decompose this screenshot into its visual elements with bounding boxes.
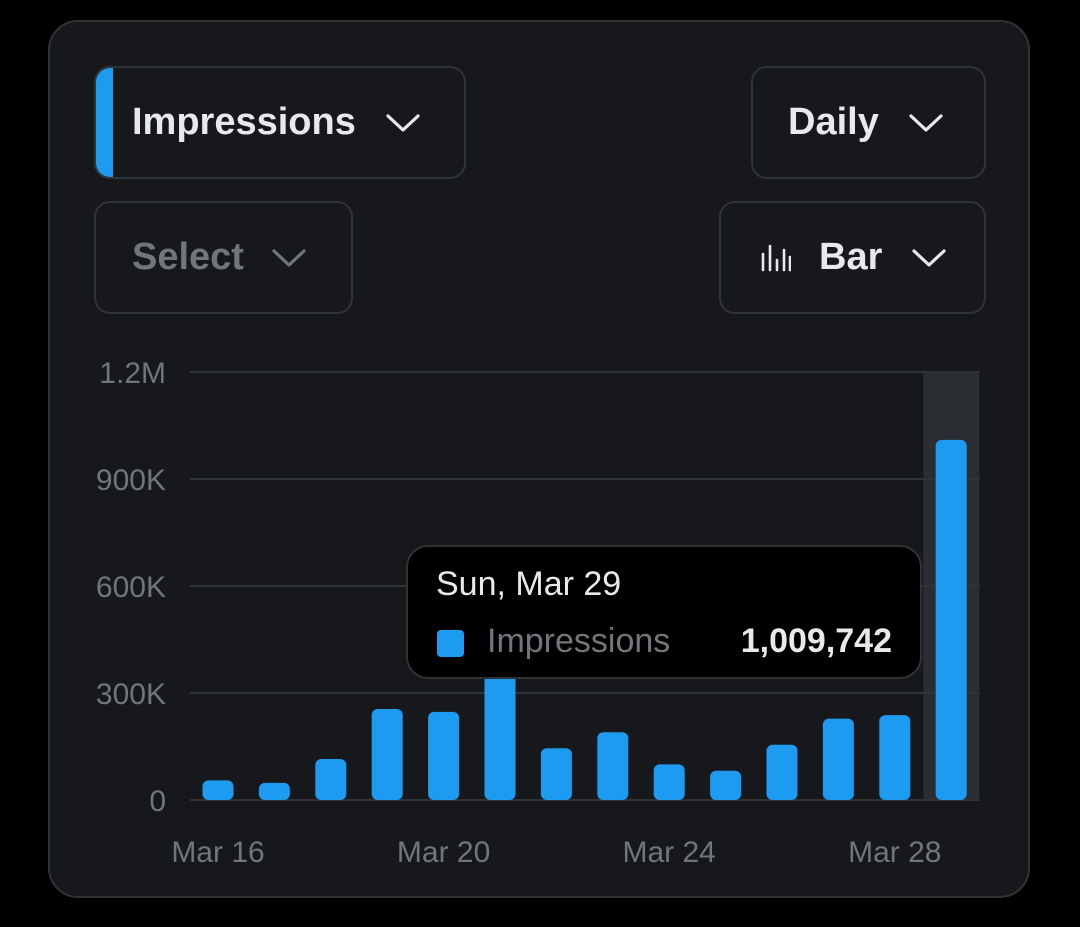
bar bbox=[653, 764, 685, 800]
x-tick-label: Mar 24 bbox=[623, 836, 716, 869]
bar bbox=[258, 782, 290, 800]
period-dropdown-label: Daily bbox=[788, 101, 879, 143]
x-tick-label: Mar 28 bbox=[848, 836, 941, 869]
y-tick-label: 600K bbox=[96, 571, 166, 604]
compare-dropdown-label: Select bbox=[132, 236, 244, 278]
metric-color-indicator bbox=[96, 68, 113, 177]
chevron-down-icon bbox=[912, 248, 946, 268]
tooltip-series-swatch bbox=[437, 630, 464, 657]
bar bbox=[540, 748, 572, 800]
x-tick-label: Mar 16 bbox=[171, 836, 264, 869]
bar bbox=[484, 660, 516, 800]
tooltip-series-name: Impressions bbox=[487, 622, 671, 660]
compare-dropdown[interactable]: Select bbox=[94, 201, 353, 314]
metric-dropdown-label: Impressions bbox=[132, 101, 356, 143]
chart-type-dropdown[interactable]: Bar bbox=[719, 201, 986, 314]
bar bbox=[428, 711, 460, 800]
x-tick-label: Mar 20 bbox=[397, 836, 490, 869]
y-tick-label: 300K bbox=[96, 678, 166, 711]
chart-tooltip: Sun, Mar 29 Impressions 1,009,742 bbox=[406, 545, 922, 679]
chevron-down-icon bbox=[909, 113, 943, 133]
bar-chart-icon bbox=[761, 244, 791, 272]
bar bbox=[597, 732, 629, 800]
y-tick-label: 0 bbox=[149, 785, 166, 818]
y-tick-label: 900K bbox=[96, 464, 166, 497]
tooltip-value: 1,009,742 bbox=[740, 622, 892, 660]
bar bbox=[202, 780, 234, 800]
chevron-down-icon bbox=[272, 248, 306, 268]
chart-type-dropdown-label: Bar bbox=[819, 236, 883, 278]
period-dropdown[interactable]: Daily bbox=[751, 66, 986, 179]
chevron-down-icon bbox=[386, 113, 420, 133]
metric-dropdown[interactable]: Impressions bbox=[94, 66, 466, 179]
bar bbox=[879, 715, 911, 800]
bar bbox=[371, 709, 403, 800]
bar bbox=[766, 744, 798, 800]
bar bbox=[315, 758, 347, 800]
bar bbox=[710, 770, 742, 800]
y-tick-label: 1.2M bbox=[99, 357, 166, 390]
bar bbox=[822, 718, 854, 800]
bar bbox=[935, 439, 967, 800]
tooltip-date: Sun, Mar 29 bbox=[436, 565, 622, 603]
